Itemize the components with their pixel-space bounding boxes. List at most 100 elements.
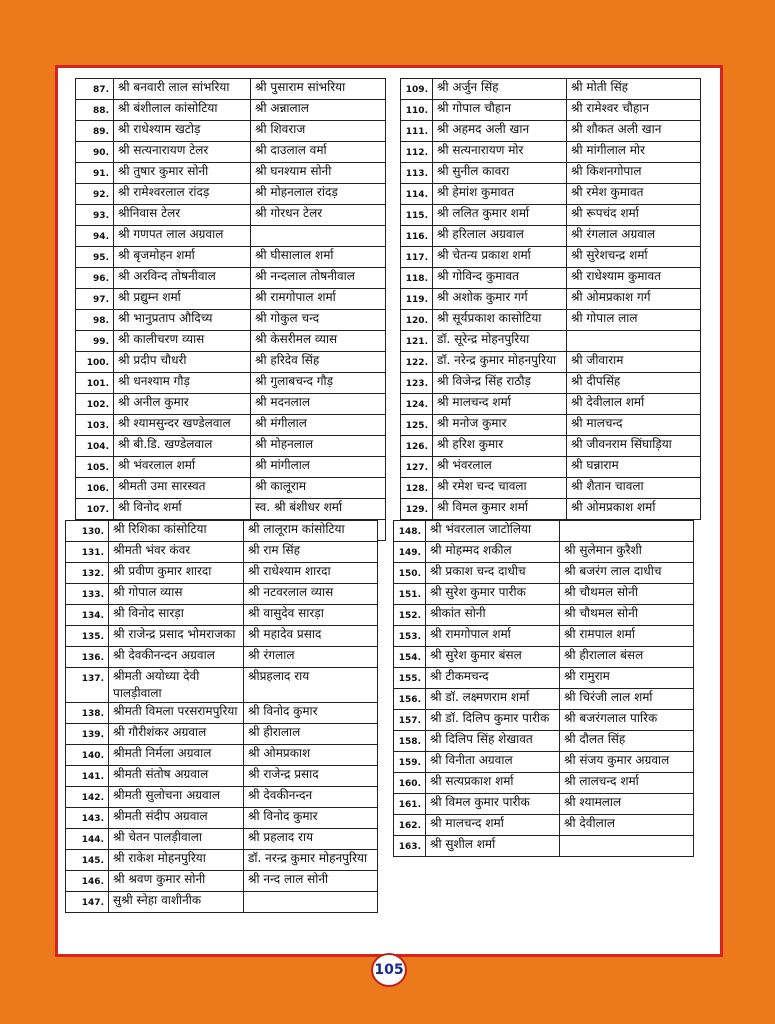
member-name: श्री अरविन्द तोषनीवाल [113, 267, 251, 289]
table-row: 124. श्री मालचन्द शर्मा श्री देवीलाल शर्मा [400, 393, 701, 415]
table-row: 88. श्री बंशीलाल कांसोटिया श्री अन्नालाल [75, 99, 386, 121]
member-name: श्री विजेन्द्र सिंह राठौड़ [432, 372, 567, 394]
page-number: 105 [371, 953, 407, 987]
table-row: 131. श्रीमती भंवर कंवर श्री राम सिंह [65, 541, 378, 563]
member-name: डॉ. नरेन्द्र कुमार मोहनपुरिया [432, 351, 567, 373]
serial-number: 144. [65, 828, 109, 850]
table-row: 128. श्री रमेश चन्द चावला श्री शैतान चावला [400, 477, 701, 499]
member-name: श्री श्रवण कुमार सोनी [108, 870, 244, 892]
serial-number: 142. [65, 786, 109, 808]
member-name: श्री बी.डि. खण्डेलवाल [113, 435, 251, 457]
serial-number: 116. [400, 225, 433, 247]
serial-number: 115. [400, 204, 433, 226]
serial-number: 124. [400, 393, 433, 415]
table-row: 109. श्री अर्जुन सिंह श्री मोती सिंह [400, 78, 701, 100]
father-name: श्री राधेश्याम कुमावत [566, 267, 701, 289]
serial-number: 100. [75, 351, 114, 373]
table-row: 134. श्री विनोद सारड़ा श्री वासुदेव सारड़ा [65, 604, 378, 626]
member-name: श्री प्रद्युम्न शर्मा [113, 288, 251, 310]
member-name: श्री रामगोपाल शर्मा [425, 625, 560, 647]
serial-number: 129. [400, 498, 433, 520]
member-name: श्री गोविन्द कुमावत [432, 267, 567, 289]
member-name: श्री बृजमोहन शर्मा [113, 246, 251, 268]
father-name: श्री नन्द लाल सोनी [243, 870, 378, 892]
serial-number: 145. [65, 849, 109, 871]
serial-number: 101. [75, 372, 114, 394]
table-row: 149. श्री मोहम्मद शकील श्री सुलेमान कुरैशी [393, 541, 694, 563]
member-name: श्री भंवरलाल शर्मा [113, 456, 251, 478]
member-name: श्री गणपत लाल अग्रवाल [113, 225, 251, 247]
father-name: श्री गोपाल लाल [566, 309, 701, 331]
member-name: श्री डॉ. लक्ष्मणराम शर्मा [425, 688, 560, 710]
member-name: श्री अनील कुमार [113, 393, 251, 415]
father-name: श्री मोहनलाल [250, 435, 386, 457]
father-name: श्री मोहनलाल रांदड़ [250, 183, 386, 205]
father-name: श्री दौलत सिंह [559, 730, 694, 752]
table-row: 127. श्री भंवरलाल श्री घन्नाराम [400, 456, 701, 478]
table-row: 113. श्री सुनील कावरा श्री किशनगोपाल [400, 162, 701, 184]
father-name: श्री जीवनराम सिंघाड़िया [566, 435, 701, 457]
names-table: 148. श्री भंवरलाल जाटोलिया 149. श्री मोहम्म… [393, 520, 694, 857]
father-name: श्रीप्रहलाद राय [243, 667, 378, 703]
table-row: 119. श्री अशोक कुमार गर्ग श्री ओमप्रकाश गर… [400, 288, 701, 310]
serial-number: 150. [393, 562, 426, 584]
serial-number: 99. [75, 330, 114, 352]
serial-number: 103. [75, 414, 114, 436]
member-name: श्री मनोज कुमार [432, 414, 567, 436]
table-row: 94. श्री गणपत लाल अग्रवाल [75, 225, 386, 247]
father-name: श्री राम सिंह [243, 541, 378, 563]
serial-number: 127. [400, 456, 433, 478]
names-table: 87. श्री बनवारी लाल सांभरिया श्री पुसाराम … [75, 78, 386, 541]
father-name: श्री रामेश्वर चौहान [566, 99, 701, 121]
member-name: श्री हेमांश कुमावत [432, 183, 567, 205]
member-name: श्री रामेश्वरलाल रांदड़ [113, 183, 251, 205]
table-row: 115. श्री ललित कुमार शर्मा श्री रूपचंद शर्… [400, 204, 701, 226]
member-name: श्री अशोक कुमार गर्ग [432, 288, 567, 310]
serial-number: 136. [65, 646, 109, 668]
empty-cell [243, 891, 378, 913]
member-name: श्रीमती उमा सारस्वत [113, 477, 251, 499]
serial-number: 162. [393, 814, 426, 836]
father-name: श्री शैतान चावला [566, 477, 701, 499]
member-name: श्री सुरेश कुमार बंसल [425, 646, 560, 668]
table-row: 148. श्री भंवरलाल जाटोलिया [393, 520, 694, 542]
member-name: श्री चेतन्य प्रकाश शर्मा [432, 246, 567, 268]
father-name: श्री चिरंजी लाल शर्मा [559, 688, 694, 710]
member-name: श्री सूर्यप्रकाश कासोटिया [432, 309, 567, 331]
table-row: 96. श्री अरविन्द तोषनीवाल श्री नन्दलाल तोष… [75, 267, 386, 289]
father-name: श्री राधेश्याम शारदा [243, 562, 378, 584]
serial-number: 117. [400, 246, 433, 268]
serial-number: 95. [75, 246, 114, 268]
serial-number: 143. [65, 807, 109, 829]
member-name: श्रीनिवास टेलर [113, 204, 251, 226]
serial-number: 133. [65, 583, 109, 605]
table-row: 105. श्री भंवरलाल शर्मा श्री मांगीलाल [75, 456, 386, 478]
serial-number: 161. [393, 793, 426, 815]
father-name: श्री लालचन्द शर्मा [559, 772, 694, 794]
member-name: श्रीकांत सोनी [425, 604, 560, 626]
table-row: 91. श्री तुषार कुमार सोनी श्री घनश्याम सोन… [75, 162, 386, 184]
member-name: श्री चेतन पालड़ीवाला [108, 828, 244, 850]
member-name: श्री राधेश्याम खटोड़ [113, 120, 251, 142]
table-row: 126. श्री हरिश कुमार श्री जीवनराम सिंघाड़ि… [400, 435, 701, 457]
father-name: श्री सुलेमान कुरैशी [559, 541, 694, 563]
father-name: श्री हीरालाल बंसल [559, 646, 694, 668]
serial-number: 102. [75, 393, 114, 415]
serial-number: 89. [75, 120, 114, 142]
father-name: श्री श्यामलाल [559, 793, 694, 815]
member-name: श्री प्रवीण कुमार शारदा [108, 562, 244, 584]
table-row: 151. श्री सुरेश कुमार पारीक श्री चौथमल सोन… [393, 583, 694, 605]
father-name: श्री बजरंगलाल पारिक [559, 709, 694, 731]
table-row: 117. श्री चेतन्य प्रकाश शर्मा श्री सुरेशचन… [400, 246, 701, 268]
father-name: श्री मोती सिंह [566, 78, 701, 100]
member-name: श्री प्रदीप चौधरी [113, 351, 251, 373]
member-name: श्रीमती संतोष अग्रवाल [108, 765, 244, 787]
table-row: 125. श्री मनोज कुमार श्री मालचन्द [400, 414, 701, 436]
father-name: श्री रामपाल शर्मा [559, 625, 694, 647]
table-row: 156. श्री डॉ. लक्ष्मणराम शर्मा श्री चिरंजी… [393, 688, 694, 710]
table-row: 118. श्री गोविन्द कुमावत श्री राधेश्याम कु… [400, 267, 701, 289]
member-name: श्री सुशील शर्मा [425, 835, 560, 857]
member-name: श्री विनोद सारड़ा [108, 604, 244, 626]
serial-number: 105. [75, 456, 114, 478]
member-name: श्री धनश्याम गौड़ [113, 372, 251, 394]
